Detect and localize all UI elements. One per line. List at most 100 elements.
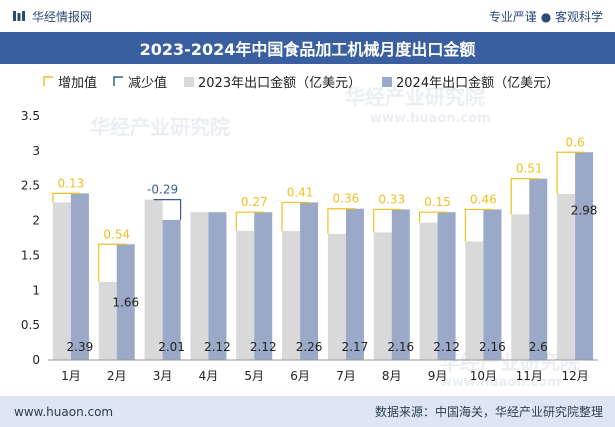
increase-bracket [556,151,585,195]
increase-bracket [327,208,356,234]
y-tick-label: 2.5 [21,179,40,193]
change-label: 0.54 [103,227,130,241]
x-tick-label: 12月 [561,369,588,383]
watermark-url: www.huaon.com [370,111,491,126]
change-label: -0.29 [147,183,178,197]
bar-2023 [144,199,163,360]
increase-bracket [235,211,264,232]
increase-bracket [464,208,494,242]
value-label-2024: 2.6 [529,340,548,354]
value-label-2024: 2.12 [433,340,460,354]
change-label: 0.51 [516,162,543,176]
bar-2023 [327,233,346,360]
x-tick-label: 3月 [153,369,173,383]
slogan: 专业严谨 ● 客观科学 [488,9,603,24]
change-label: 0.33 [378,192,405,206]
legend-increase-marker [43,76,53,86]
value-label-2024: 2.01 [158,340,185,354]
bar-2024 [391,209,410,360]
bar-2023 [373,232,392,360]
bar-2023 [190,212,209,360]
bar-2024 [483,209,502,360]
bar-2024 [116,244,135,360]
y-tick-label: 0.5 [21,318,40,332]
brand: 华经情报网 [12,8,92,25]
y-tick-label: 1 [32,283,40,297]
bar-2024 [162,219,181,360]
bar-chart: 华经产业研究院 华经产业研究院 www.huaon.com 华经产业研究院 ww… [21,75,598,390]
x-tick-label: 10月 [470,369,497,383]
y-axis: 0 0.5 1 1.5 2 2.5 3 3.5 [21,109,40,367]
bar-2023 [511,214,530,360]
bar-2024 [529,178,548,360]
bars: 0.13 2.39 0.54 1.66 -0.29 2.01 2.12 0.27 2.12 0.4… [52,135,598,360]
change-label: 0.6 [566,135,585,149]
legend-label: 2023年出口金额（亿美元） [198,75,361,91]
change-label: 0.13 [58,176,85,190]
x-tick-label: 9月 [428,369,448,383]
bar-2024 [300,202,319,360]
x-tick-label: 1月 [61,369,81,383]
x-tick-label: 4月 [199,369,219,383]
x-tick-label: 5月 [244,369,264,383]
bar-2024 [437,212,456,360]
value-label-2024: 2.16 [479,340,506,354]
bar-2023 [98,281,117,360]
bar-2024 [345,208,364,360]
watermark-text: 华经产业研究院 [440,350,580,374]
bar-2024 [254,212,273,360]
value-label-2024: 2.17 [342,340,369,354]
x-axis: 1月 2月 3月 4月 5月 6月 7月 8月 9月 10月 11月 12月 [48,359,598,383]
value-label-2024: 2.26 [296,340,323,354]
watermark-text: 华经产业研究院 [90,115,230,139]
data-source: 数据来源：中国海关，华经产业研究院整理 [374,405,603,419]
value-label-2024: 2.39 [67,340,94,354]
change-label: 0.15 [424,195,451,209]
y-tick-label: 0 [32,353,40,367]
increase-bracket [98,243,127,282]
increase-bracket [281,201,310,232]
value-label-2024: 2.98 [571,203,598,217]
x-tick-label: 6月 [290,369,310,383]
increase-bracket [510,178,539,215]
watermark-text: 华经产业研究院 [345,85,485,109]
y-tick-label: 3 [32,144,40,158]
bar-2024 [70,193,89,360]
change-label: 0.27 [241,195,268,209]
x-tick-label: 7月 [336,369,356,383]
legend-swatch [184,77,194,87]
top-bar: 华经情报网 专业严谨 ● 客观科学 [0,0,615,32]
value-label-2024: 1.66 [112,295,139,309]
y-tick-label: 2 [32,214,40,228]
value-label-2024: 2.16 [387,340,414,354]
value-label-2024: 2.12 [204,340,231,354]
value-label-2024: 2.12 [250,340,277,354]
increase-bracket [418,211,448,223]
legend-label: 增加值 [58,75,97,91]
change-label: 0.41 [287,185,314,199]
x-tick-label: 11月 [516,369,543,383]
legend-swatch [382,77,392,87]
change-label: 0.46 [470,192,497,206]
y-tick-label: 1.5 [21,248,40,262]
bar-2024 [575,152,594,360]
watermark-url: www.huaon.com [440,375,561,390]
footer: www.huaon.com 数据来源：中国海关，华经产业研究院整理 [0,396,615,427]
increase-bracket [52,192,81,203]
bar-2023 [282,231,301,360]
footer-url: www.huaon.com [14,404,114,419]
legend-decrease-marker [113,76,123,86]
huajing-logo-icon [13,11,25,21]
legend: 增加值 减少值 2023年出口金额（亿美元） 2024年出口金额（亿美元） [43,75,559,91]
chart-title: 2023-2024年中国食品加工机械月度出口金额 [0,32,615,64]
legend-label: 2024年出口金额（亿美元） [396,75,559,91]
bar-2023 [465,241,484,360]
bar-2023 [557,194,576,360]
bar-2023 [419,222,438,360]
legend-label: 减少值 [128,75,167,91]
watermarks: 华经产业研究院 华经产业研究院 www.huaon.com 华经产业研究院 ww… [90,85,580,390]
bar-2023 [52,202,71,360]
increase-bracket [373,208,402,233]
y-tick-label: 3.5 [21,109,40,123]
change-label: 0.36 [333,192,360,206]
